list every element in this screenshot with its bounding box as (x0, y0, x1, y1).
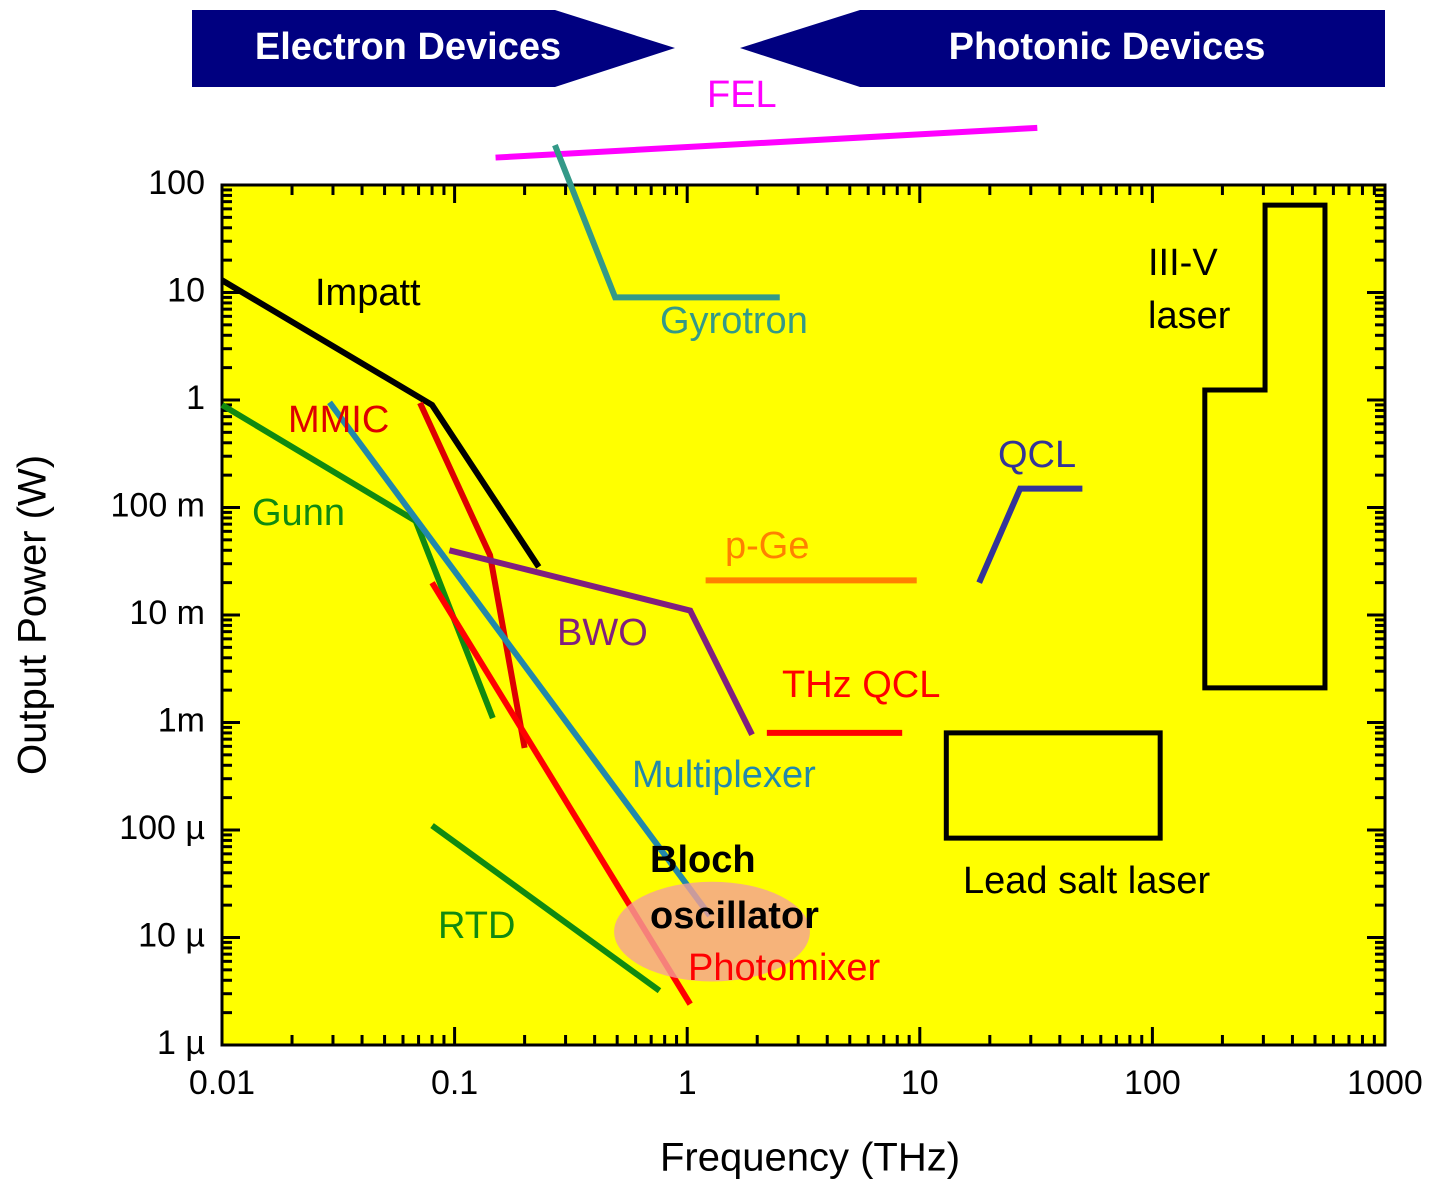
series-label: Bloch oscillator (650, 839, 819, 937)
series-label: FEL (707, 74, 777, 116)
y-tick-label: 10 µ (138, 916, 205, 954)
y-tick-label: 10 (167, 271, 205, 309)
series-label: Lead salt laser (963, 860, 1210, 902)
plot-frame (220, 183, 1387, 1047)
y-tick-label: 10 m (129, 594, 205, 632)
series-line (448, 547, 755, 737)
y-tick-label: 100 (148, 164, 205, 202)
y-tick-label: 100 µ (119, 809, 205, 847)
plot-area (222, 185, 1385, 1045)
series-line (327, 400, 713, 918)
y-tick-label: 1 µ (157, 1024, 205, 1062)
x-tick-label: 0.1 (431, 1064, 478, 1102)
series-line (220, 277, 542, 569)
banner-arrow (192, 10, 675, 87)
series-label: Impatt (315, 272, 421, 314)
region-outline (1202, 202, 1328, 691)
y-axis-label: Output Power (W) (11, 455, 55, 775)
banner-text: Photonic Devices (949, 26, 1266, 68)
series-line (417, 401, 528, 749)
x-tick-label: 1 (678, 1064, 697, 1102)
banner-arrow (740, 10, 1385, 87)
series-label: Photomixer (688, 947, 881, 989)
series-label: BWO (557, 612, 648, 654)
x-tick-label: 0.01 (189, 1064, 255, 1102)
series-line (430, 823, 662, 994)
x-tick-label: 100 (1124, 1064, 1181, 1102)
series-line (552, 144, 780, 301)
series-label: MMIC (288, 399, 389, 441)
banner-text: Electron Devices (255, 26, 561, 68)
series-label: Multiplexer (632, 754, 816, 796)
series-line (976, 485, 1083, 584)
series-line (495, 124, 1038, 161)
series-label: THz QCL (782, 664, 940, 706)
y-tick-label: 1 (186, 379, 205, 417)
x-tick-label: 10 (901, 1064, 939, 1102)
series-label: p-Ge (725, 525, 809, 567)
region-outline (943, 730, 1163, 841)
series-label: Gunn (252, 492, 345, 534)
region (614, 881, 810, 982)
series-label: III-V laser (1148, 242, 1231, 337)
series-label: QCL (998, 434, 1076, 476)
y-tick-label: 100 m (111, 486, 206, 524)
series-label: Gyrotron (660, 300, 808, 342)
x-axis-label: Frequency (THz) (660, 1136, 960, 1180)
y-tick-label: 1m (158, 701, 205, 739)
series-label: RTD (438, 905, 515, 947)
x-tick-label: 1000 (1347, 1064, 1423, 1102)
